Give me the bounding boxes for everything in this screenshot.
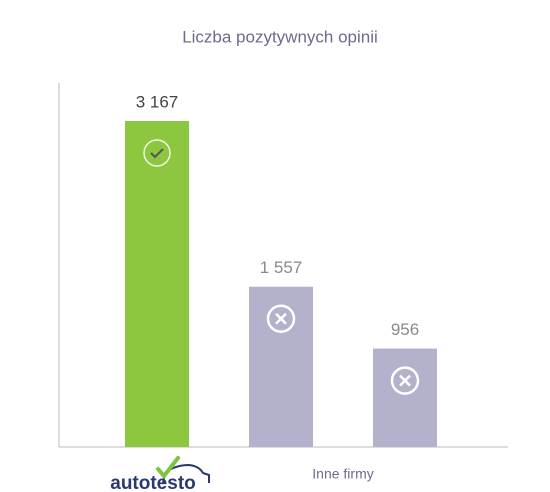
x-tick-label: Inne firmy <box>312 466 373 482</box>
value-label: 956 <box>391 320 419 339</box>
chart-title: Liczba pozytywnych opinii <box>182 27 378 46</box>
cross-mark <box>399 374 411 387</box>
logo-check <box>156 456 180 480</box>
check-icon <box>143 139 171 167</box>
bar <box>373 348 437 447</box>
logo-text: autotesto <box>110 473 196 492</box>
bar <box>249 286 313 447</box>
cross-icon <box>266 304 296 333</box>
bar <box>125 121 189 447</box>
value-label: 1 557 <box>260 258 303 277</box>
check-mark <box>150 148 164 159</box>
cross-mark <box>275 312 287 325</box>
value-label: 3 167 <box>136 92 179 111</box>
cross-icon <box>390 366 420 395</box>
